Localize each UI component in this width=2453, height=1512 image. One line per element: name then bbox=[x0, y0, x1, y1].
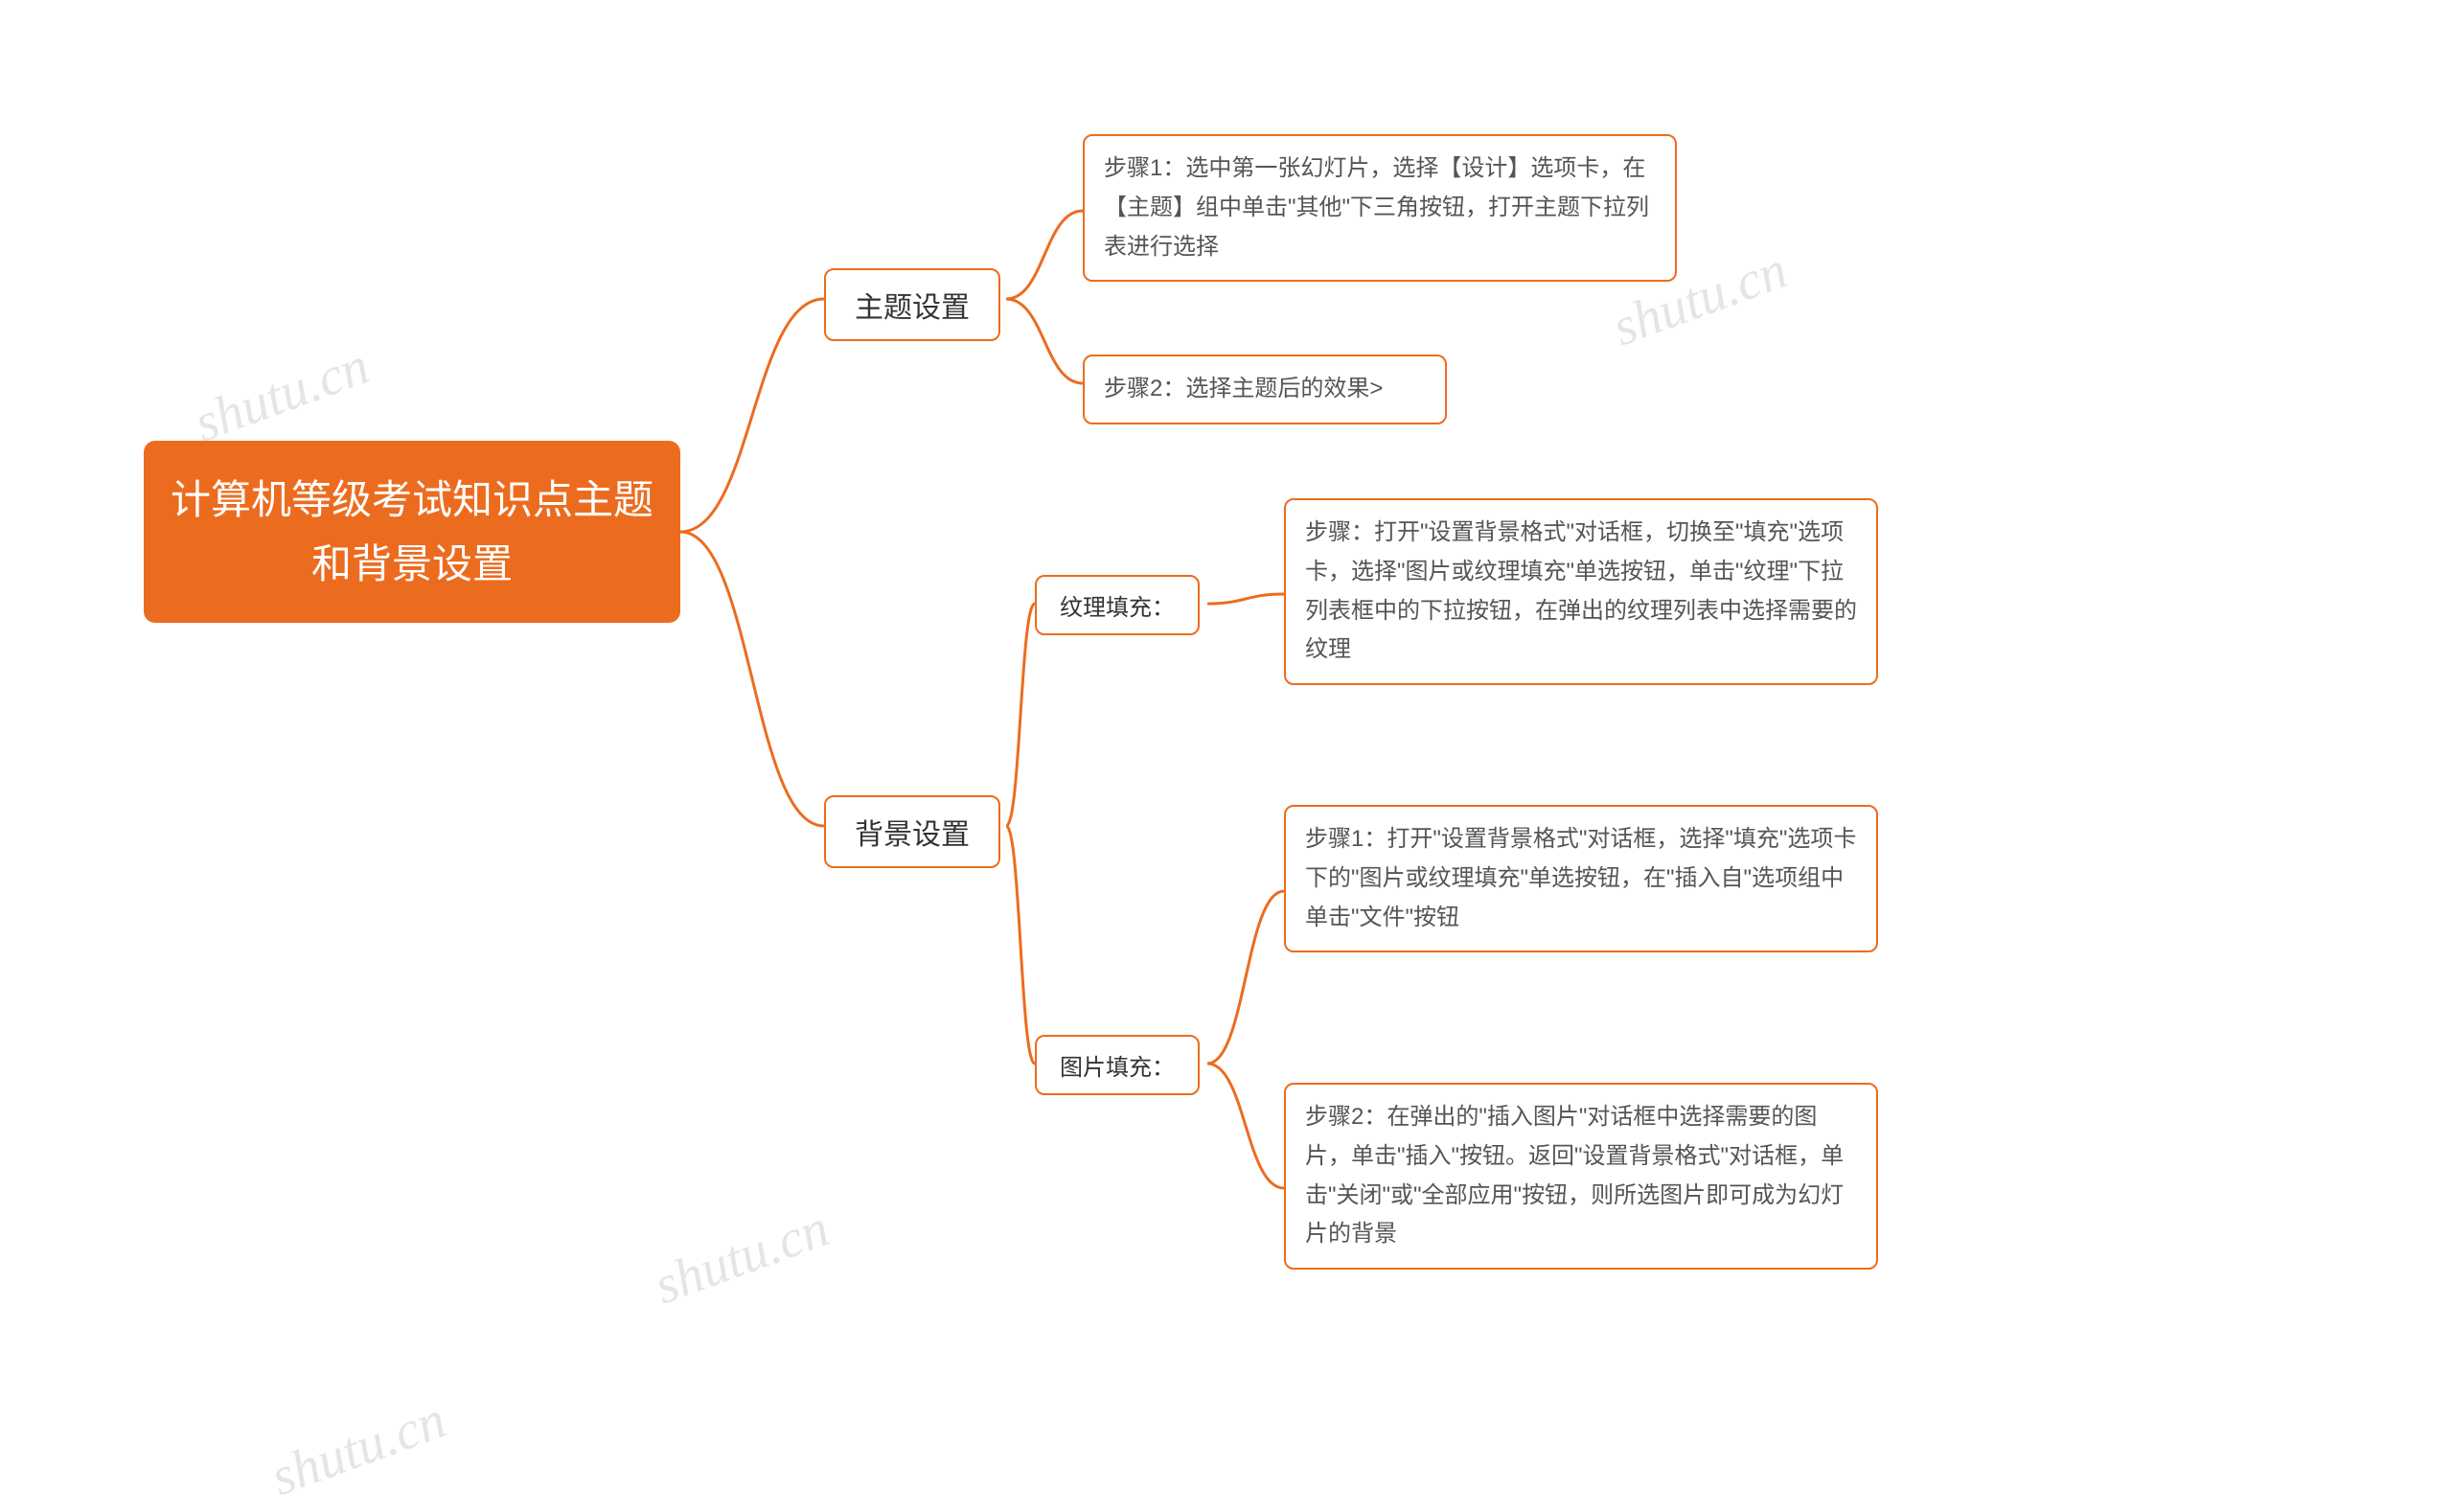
connector bbox=[1006, 604, 1035, 826]
node-theme-settings: 主题设置 bbox=[824, 268, 1000, 341]
node-background-settings: 背景设置 bbox=[824, 795, 1000, 868]
node-theme-step1: 步骤1：选中第一张幻灯片，选择【设计】选项卡，在【主题】组中单击"其他"下三角按… bbox=[1083, 134, 1677, 282]
node-image-fill: 图片填充： bbox=[1035, 1035, 1200, 1095]
node-image-step1: 步骤1：打开"设置背景格式"对话框，选择"填充"选项卡下的"图片或纹理填充"单选… bbox=[1284, 805, 1878, 952]
connector bbox=[1006, 826, 1035, 1064]
connector bbox=[1006, 211, 1083, 299]
connector bbox=[1207, 891, 1284, 1064]
connector bbox=[1207, 594, 1284, 604]
node-theme-step2: 步骤2：选择主题后的效果> bbox=[1083, 355, 1447, 424]
root-node: 计算机等级考试知识点主题和背景设置 bbox=[144, 441, 680, 623]
watermark: shutu.cn bbox=[187, 335, 378, 455]
watermark: shutu.cn bbox=[264, 1389, 454, 1509]
connector bbox=[680, 299, 824, 532]
connector bbox=[1207, 1064, 1284, 1188]
node-texture-fill: 纹理填充： bbox=[1035, 575, 1200, 635]
connector bbox=[1006, 299, 1083, 383]
node-image-step2: 步骤2：在弹出的"插入图片"对话框中选择需要的图片，单击"插入"按钮。返回"设置… bbox=[1284, 1083, 1878, 1270]
node-texture-step: 步骤：打开"设置背景格式"对话框，切换至"填充"选项卡，选择"图片或纹理填充"单… bbox=[1284, 498, 1878, 685]
watermark: shutu.cn bbox=[647, 1198, 837, 1317]
connector bbox=[680, 532, 824, 826]
